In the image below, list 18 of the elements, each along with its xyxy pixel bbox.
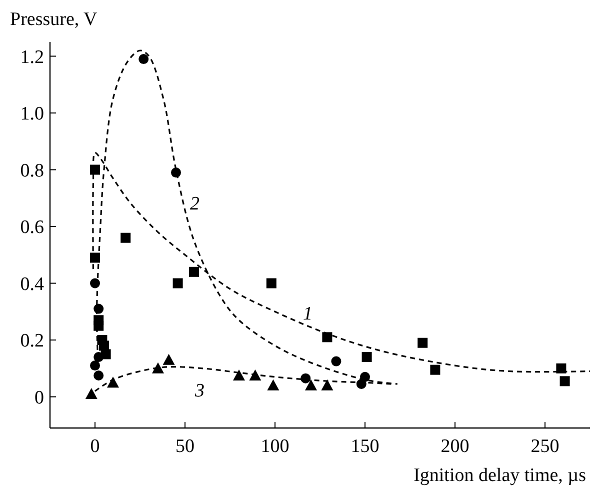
series-label: 1 (303, 304, 312, 325)
x-tick-label: 200 (440, 436, 470, 457)
y-axis-title: Pressure, V (10, 9, 98, 30)
x-axis-title: Ignition delay time, µs (414, 465, 586, 486)
x-tick-label: 100 (260, 436, 290, 457)
x-tick-label: 250 (530, 436, 560, 457)
y-tick-label: 0 (34, 387, 44, 408)
series-label: 2 (190, 194, 200, 215)
x-tick-label: 0 (90, 436, 100, 457)
y-tick-label: 1.0 (20, 104, 44, 125)
y-tick-label: 1.2 (20, 46, 44, 68)
y-tick-label: 0.8 (20, 160, 44, 182)
y-tick-label: 0.2 (20, 330, 44, 352)
series-label: 3 (194, 380, 204, 402)
x-tick-label: 150 (350, 436, 380, 457)
x-tick-label: 50 (176, 436, 194, 457)
y-tick-label: 0.4 (20, 274, 44, 295)
y-tick-label: 0.6 (20, 217, 44, 238)
